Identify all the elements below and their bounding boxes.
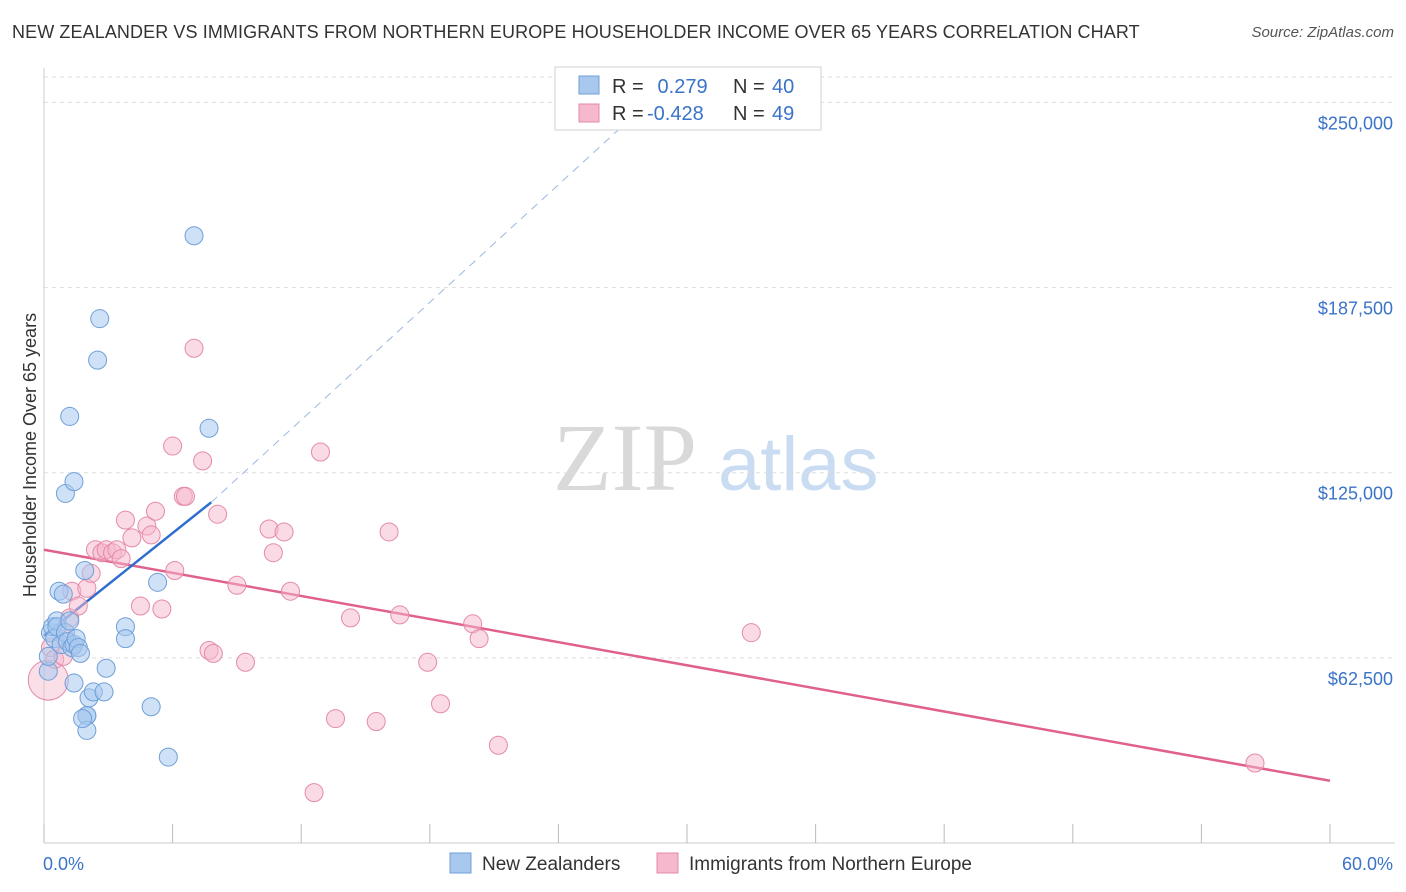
y-tick-label: $62,500	[1328, 669, 1393, 689]
source-label: Source: ZipAtlas.com	[1251, 24, 1394, 41]
bottom-legend: New Zealanders Immigrants from Northern …	[449, 852, 972, 875]
point-new-zealanders	[90, 309, 110, 329]
y-tick-label: $125,000	[1318, 484, 1393, 504]
point-immigrants	[379, 522, 399, 542]
point-new-zealanders	[70, 643, 90, 663]
point-immigrants	[152, 599, 172, 619]
point-immigrants	[193, 451, 213, 471]
point-new-zealanders	[96, 658, 116, 678]
point-immigrants	[469, 629, 489, 649]
point-immigrants	[418, 652, 438, 672]
stats-r-label-2: R =	[612, 103, 644, 125]
point-immigrants	[175, 486, 195, 506]
point-new-zealanders	[38, 646, 58, 666]
legend-pink-swatch	[656, 852, 679, 874]
watermark-atlas: atlas	[718, 422, 879, 507]
point-new-zealanders	[199, 418, 219, 438]
stats-legend: R = 0.279 N = 40 R = -0.428 N = 49	[554, 66, 822, 131]
point-immigrants	[227, 575, 247, 595]
x-tick-label-max: 60.0%	[1342, 854, 1393, 874]
point-new-zealanders	[94, 682, 114, 702]
point-immigrants	[145, 501, 165, 521]
point-new-zealanders	[115, 629, 135, 649]
point-immigrants	[111, 549, 131, 569]
point-immigrants	[431, 694, 451, 714]
legend-blue-swatch	[449, 852, 472, 874]
point-new-zealanders	[53, 584, 73, 604]
point-immigrants	[390, 605, 410, 625]
trend-line-immigrants	[43, 548, 1331, 783]
point-immigrants	[340, 608, 360, 628]
stats-legend-pink-swatch	[578, 103, 600, 123]
point-new-zealanders	[141, 697, 161, 717]
y-tick-label: $250,000	[1318, 113, 1393, 133]
chart-title: NEW ZEALANDER VS IMMIGRANTS FROM NORTHER…	[12, 22, 1140, 42]
point-new-zealanders	[60, 406, 80, 426]
point-immigrants	[280, 581, 300, 601]
point-immigrants	[130, 596, 150, 616]
point-immigrants	[141, 525, 161, 545]
point-immigrants	[122, 528, 142, 548]
point-immigrants	[115, 510, 135, 530]
point-immigrants	[310, 442, 330, 462]
point-new-zealanders	[158, 747, 178, 767]
point-new-zealanders	[60, 611, 80, 631]
point-immigrants	[203, 643, 223, 663]
stats-r-label-1: R =	[612, 76, 644, 98]
point-immigrants	[1245, 753, 1265, 773]
stats-legend-blue-swatch	[578, 75, 600, 95]
point-immigrants	[274, 522, 294, 542]
y-tick-label: $187,500	[1318, 299, 1393, 319]
stats-n-value-1: 40	[772, 76, 794, 98]
stats-n-label-2: N =	[733, 103, 765, 125]
y-tick-labels: $62,500 $125,000 $187,500 $250,000	[1318, 113, 1393, 688]
y-axis-label: Householder Income Over 65 years	[20, 313, 40, 597]
point-immigrants	[304, 783, 324, 803]
stats-r-value-1: 0.279	[652, 76, 708, 98]
point-immigrants	[741, 623, 761, 643]
x-tick-label-min: 0.0%	[43, 854, 84, 874]
point-immigrants	[488, 735, 508, 755]
gridlines	[44, 76, 1395, 659]
point-immigrants	[366, 712, 386, 732]
point-new-zealanders	[64, 673, 84, 693]
point-immigrants	[263, 543, 283, 563]
point-new-zealanders	[75, 560, 95, 580]
stats-r-value-2: -0.428	[647, 103, 704, 125]
legend-immigrants-northern-europe: Immigrants from Northern Europe	[689, 854, 972, 875]
legend-new-zealanders: New Zealanders	[482, 854, 620, 875]
stats-n-label-1: N =	[733, 76, 765, 98]
point-immigrants	[68, 596, 88, 616]
point-new-zealanders	[64, 472, 84, 492]
stats-n-value-2: 49	[772, 103, 794, 125]
point-new-zealanders	[148, 572, 168, 592]
point-immigrants	[165, 560, 185, 580]
trend-line-new-zealanders-extension	[210, 90, 662, 503]
point-immigrants	[235, 652, 255, 672]
point-new-zealanders	[88, 350, 108, 370]
point-immigrants	[163, 436, 183, 456]
point-new-zealanders	[73, 709, 93, 729]
axes	[43, 68, 1395, 844]
point-immigrants	[184, 338, 204, 358]
watermark: ZIP atlas	[553, 404, 879, 511]
point-immigrants	[208, 504, 228, 524]
watermark-zip: ZIP	[553, 404, 697, 511]
point-immigrants	[325, 709, 345, 729]
series-new-zealanders-points	[38, 226, 219, 767]
point-new-zealanders	[184, 226, 204, 246]
